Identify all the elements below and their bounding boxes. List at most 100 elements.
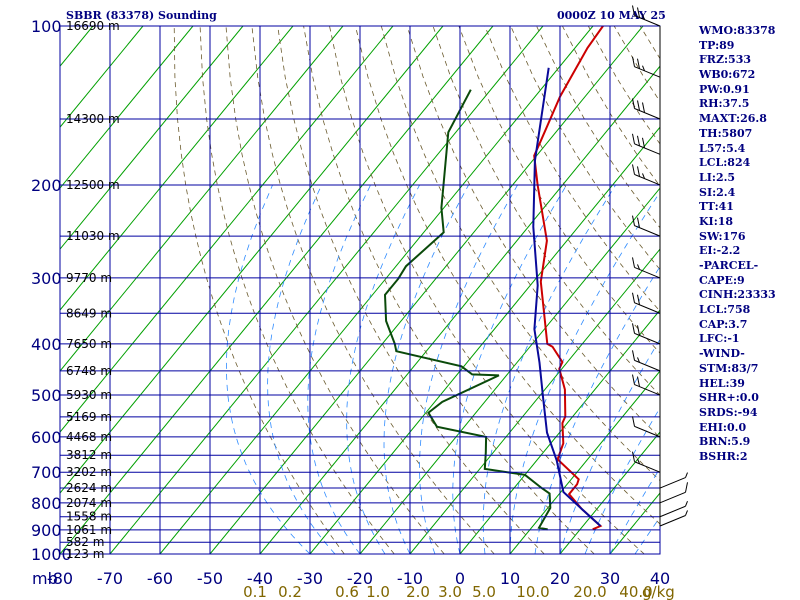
- pressure-tick-label: 1000: [31, 545, 72, 564]
- wind-barb: [632, 98, 661, 120]
- height-label: 2074 m: [66, 496, 112, 510]
- wind-barb: [632, 323, 661, 345]
- wind-barb: [632, 5, 661, 27]
- moist-adiabat-line: [419, 184, 518, 554]
- height-label: 5930 m: [66, 388, 112, 402]
- moist-adiabat-line: [584, 407, 660, 554]
- dry-adiabat-line: [199, 26, 395, 554]
- temperature-tick-label: -70: [97, 569, 123, 588]
- height-label: 7650 m: [66, 337, 112, 351]
- wind-barb: [632, 164, 661, 186]
- mixing-ratio-label: 20.0: [573, 583, 606, 600]
- index-item: LCL:758: [699, 303, 751, 317]
- isotherm-line: [209, 26, 644, 554]
- moist-adiabat-line: [307, 184, 371, 554]
- temperature-tick-label: 40: [650, 569, 670, 588]
- mixing-ratio-label: 40.0: [619, 583, 652, 600]
- pressure-tick-label: 700: [31, 463, 62, 482]
- temperature-tick-label: 20: [550, 569, 570, 588]
- index-item: EI:-2.2: [699, 244, 741, 258]
- mixing-ratio-label: 3.0: [438, 583, 462, 600]
- index-item: CINH:23333: [699, 288, 776, 302]
- pressure-tick-label: 200: [31, 176, 62, 195]
- index-item: CAP:3.7: [699, 317, 748, 331]
- isotherm-line: [309, 126, 660, 554]
- index-item: KI:18: [699, 214, 734, 228]
- dry-adiabat-line: [380, 26, 660, 482]
- dewpoint-trace: [383, 89, 552, 531]
- index-item: WB0:672: [699, 68, 756, 82]
- station-title: SBBR (83378) Sounding: [66, 9, 217, 22]
- temperature-tick-label: -60: [147, 569, 173, 588]
- pressure-tick-label: 300: [31, 269, 62, 288]
- height-label: 11030 m: [66, 229, 120, 243]
- mixing-ratio-label: 0.2: [278, 583, 302, 600]
- wind-barb: [659, 482, 688, 504]
- height-label: 1061 m: [66, 523, 112, 537]
- index-item: CAPE:9: [699, 273, 745, 287]
- wind-barb: [632, 257, 661, 279]
- moist-adiabat-line: [509, 191, 660, 554]
- mixing-ratio-label: 2.0: [406, 583, 430, 600]
- index-item: TT:41: [699, 200, 734, 214]
- index-item: LCL:824: [699, 156, 751, 170]
- isotherm-line: [109, 26, 544, 554]
- mixing-ratio-label: 5.0: [472, 583, 496, 600]
- indices-panel: WMO:83378 TP:89 FRZ:533 WB0:672 PW:0.91 RH:37…: [699, 24, 776, 465]
- temperature-tick-label: -40: [247, 569, 273, 588]
- isotherm-line: [509, 370, 660, 554]
- isotherm-line: [60, 26, 394, 433]
- index-item: MAXT:26.8: [699, 112, 767, 126]
- index-item: LFC:-1: [699, 332, 740, 346]
- isotherm-line: [459, 309, 660, 554]
- height-label: 1558 m: [66, 510, 112, 524]
- wind-barb: [632, 133, 661, 155]
- pressure-tick-label: 600: [31, 428, 62, 447]
- isotherm-line: [60, 26, 194, 189]
- temperature-tick-label: -30: [297, 569, 323, 588]
- height-label: 12500 m: [66, 178, 120, 192]
- wind-barb: [659, 472, 688, 489]
- index-item: BSHR:2: [699, 449, 748, 463]
- unit-label: mb: [32, 569, 58, 588]
- index-item: STM:83/7: [699, 361, 759, 375]
- wind-barb: [632, 416, 661, 438]
- isotherm-line: [409, 248, 660, 554]
- temperature-tick-label: 0: [455, 569, 465, 588]
- pressure-tick-label: 900: [31, 521, 62, 540]
- wind-barb: [632, 56, 661, 78]
- index-item: HEL:39: [699, 376, 745, 390]
- pressure-tick-label: 500: [31, 386, 62, 405]
- wind-barb: [632, 292, 661, 314]
- height-label: 6748 m: [66, 364, 112, 378]
- moist-adiabat-line: [267, 184, 336, 554]
- isotherm-line: [60, 26, 444, 494]
- isotherm-line: [60, 26, 244, 250]
- height-label: 2624 m: [66, 481, 112, 495]
- index-item: SI:2.4: [699, 185, 736, 199]
- mixing-ratio-label: 1.0: [366, 583, 390, 600]
- isotherm-line: [159, 26, 594, 554]
- index-item: RH:37.5: [699, 97, 750, 111]
- height-label: 123 m: [66, 547, 104, 561]
- wind-barb: [632, 451, 661, 473]
- pressure-tick-label: 100: [31, 17, 62, 36]
- index-item: SRDS:-94: [699, 405, 758, 419]
- isotherm-line: [359, 187, 660, 554]
- temperature-tick-label: -80: [47, 569, 73, 588]
- wind-barb: [632, 215, 661, 237]
- mixing-ratio-label: 10.0: [516, 583, 549, 600]
- wind-barb: [632, 350, 661, 372]
- temperature-tick-label: -10: [397, 569, 423, 588]
- index-item: -WIND-: [699, 347, 745, 361]
- index-item: SW:176: [699, 229, 746, 243]
- mixing-ratio-unit: g/kg: [642, 583, 675, 600]
- temperature-tick-label: -20: [347, 569, 373, 588]
- isotherm-line: [60, 26, 494, 554]
- temperature-tick-label: -50: [197, 569, 223, 588]
- index-item: SHR+:0.0: [699, 391, 759, 405]
- index-item: TH:5807: [699, 126, 753, 140]
- pressure-tick-label: 400: [31, 335, 62, 354]
- dry-adiabat-line: [251, 26, 495, 554]
